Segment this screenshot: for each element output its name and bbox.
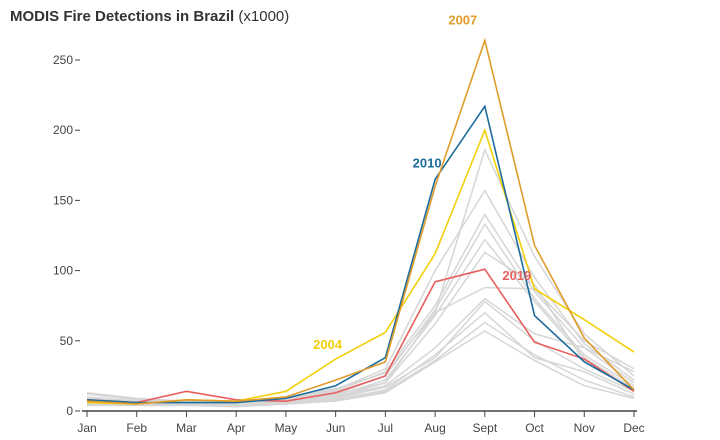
y-tick-label: 50 (60, 334, 74, 348)
x-tick-label: Mar (176, 421, 197, 435)
y-tick-label: 150 (53, 193, 73, 207)
background-series-line (86, 212, 635, 405)
series-label-2019: 2019 (502, 268, 531, 283)
title-units: (x1000) (238, 8, 290, 25)
chart-title: MODIS Fire Detections in Brazil (x1000) (10, 8, 289, 25)
x-tick-label: Nov (574, 421, 595, 435)
background-series-line (86, 251, 635, 407)
x-tick-label: Apr (227, 421, 246, 435)
background-series-line (87, 330, 635, 408)
x-tick-label: Jul (378, 421, 393, 435)
y-tick-label: 200 (53, 123, 73, 137)
series-line-2010 (86, 104, 635, 404)
title-text: MODIS Fire Detections in Brazil (10, 8, 235, 25)
x-tick-label: May (275, 421, 298, 435)
x-tick-label: Sept (472, 421, 497, 435)
series-label-2004: 2004 (313, 337, 343, 352)
x-tick-label: Jan (77, 421, 96, 435)
x-tick-label: Jun (326, 421, 345, 435)
y-tick-label: 250 (53, 53, 73, 67)
series-line-2007 (86, 37, 635, 405)
background-series-line (86, 222, 635, 405)
y-tick-label: 100 (53, 264, 73, 278)
x-tick-label: Oct (525, 421, 544, 435)
x-tick-label: Feb (126, 421, 147, 435)
series-line-2019 (86, 268, 635, 404)
x-tick-label: Dec (623, 421, 644, 435)
x-tick-label: Aug (424, 421, 445, 435)
series-label-2007: 2007 (448, 12, 477, 27)
y-tick-label: 0 (66, 404, 73, 418)
series-label-2010: 2010 (413, 155, 442, 170)
